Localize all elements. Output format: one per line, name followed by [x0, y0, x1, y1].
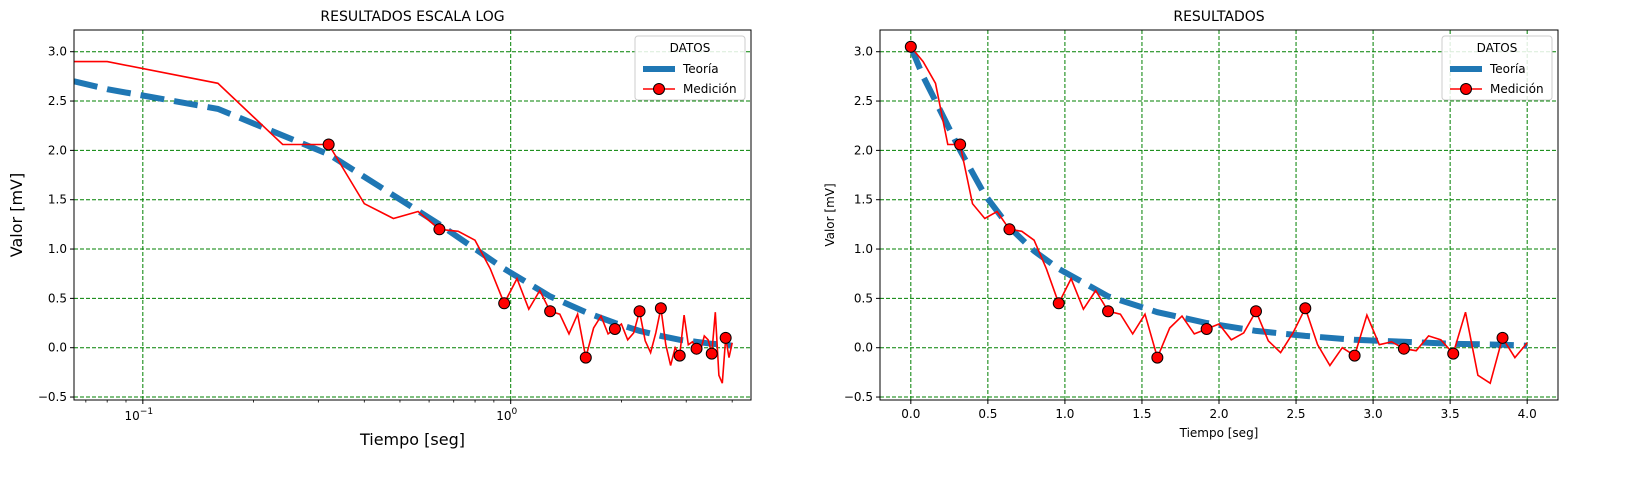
data-point: [1102, 305, 1115, 318]
x-tick-label: 0.5: [978, 407, 997, 421]
x-tick-label: 2.0: [1209, 407, 1228, 421]
x-tick-base: 10: [125, 409, 140, 423]
data-point: [690, 342, 703, 355]
legend-entry-label: Medición: [683, 82, 737, 96]
data-point: [1397, 342, 1410, 355]
legend: DATOS Teoría Medición: [1441, 35, 1553, 101]
legend: DATOS Teoría Medición: [634, 35, 746, 101]
data-point: [1200, 322, 1213, 335]
legend-box: [1441, 35, 1553, 101]
x-tick-label: 3.0: [1364, 407, 1383, 421]
legend-swatch-marker-medicion: [1460, 83, 1472, 95]
data-point: [1299, 302, 1312, 315]
x-tick-label: 2.5: [1286, 407, 1305, 421]
data-point: [1249, 305, 1262, 318]
y-tick-label: 2.0: [854, 143, 873, 157]
x-axis-label: Tiempo [seg]: [359, 430, 465, 449]
data-point: [1151, 351, 1164, 364]
y-tick-label: 0.0: [48, 341, 67, 355]
data-point: [579, 351, 592, 364]
legend-swatch-marker-medicion: [653, 83, 665, 95]
plot-area: [74, 60, 733, 384]
x-tick-label: 3.5: [1441, 407, 1460, 421]
x-tick-label: 100: [496, 407, 517, 423]
data-point: [1447, 347, 1460, 360]
y-axis-label: Valor [mV]: [823, 183, 837, 246]
x-tick-label: 1.5: [1132, 407, 1151, 421]
data-point: [544, 305, 557, 318]
data-point: [1348, 349, 1361, 362]
y-tick-label: 1.0: [854, 242, 873, 256]
plot-area: [904, 40, 1528, 385]
data-point: [1003, 223, 1016, 236]
y-tick-label: 0.5: [854, 291, 873, 305]
data-point: [498, 297, 511, 310]
chart-title: RESULTADOS ESCALA LOG: [320, 9, 504, 25]
legend-title: DATOS: [670, 41, 711, 55]
data-point: [654, 302, 667, 315]
y-tick-label: 3.0: [48, 45, 67, 59]
x-tick-exponent: 0: [511, 407, 517, 417]
x-tick-label: 0.0: [901, 407, 920, 421]
chart-title: RESULTADOS: [1173, 9, 1264, 25]
y-tick-label: −0.5: [844, 390, 873, 404]
legend-entry-label: Teoría: [1489, 62, 1526, 76]
chart-1: DATOS Teoría Medición: [876, 29, 1559, 404]
y-tick-label: 3.0: [854, 45, 873, 59]
data-point: [433, 223, 446, 236]
data-point: [673, 349, 686, 362]
data-point: [608, 322, 621, 335]
data-point: [1052, 297, 1065, 310]
x-tick-label: 4.0: [1518, 407, 1537, 421]
y-tick-label: 0.5: [48, 291, 67, 305]
y-tick-label: −0.5: [38, 390, 67, 404]
data-point: [719, 331, 732, 344]
y-tick-label: 1.5: [854, 193, 873, 207]
data-point: [1496, 331, 1509, 344]
x-tick-label: 1.0: [1055, 407, 1074, 421]
series-line-medicion: [74, 60, 733, 384]
y-tick-label: 2.0: [48, 143, 67, 157]
data-point: [954, 138, 967, 151]
y-tick-label: 2.5: [854, 94, 873, 108]
y-tick-label: 1.5: [48, 193, 67, 207]
data-point: [705, 347, 718, 360]
y-axis-label: Valor [mV]: [7, 173, 26, 257]
y-tick-label: 0.0: [854, 341, 873, 355]
y-tick-label: 1.0: [48, 242, 67, 256]
x-tick-label: 10−1: [125, 407, 154, 423]
legend-box: [634, 35, 746, 101]
data-point: [322, 138, 335, 151]
legend-entry-label: Medición: [1490, 82, 1544, 96]
x-tick-exponent: −1: [140, 407, 153, 417]
legend-entry-label: Teoría: [682, 62, 719, 76]
data-point: [904, 40, 917, 53]
y-tick-label: 2.5: [48, 94, 67, 108]
series-line-teoria: [74, 78, 733, 349]
legend-title: DATOS: [1477, 41, 1518, 55]
plot-frame: [73, 29, 752, 401]
data-point: [633, 305, 646, 318]
x-tick-base: 10: [496, 409, 511, 423]
x-axis-label: Tiempo [seg]: [1179, 426, 1259, 440]
plot-frame: [879, 29, 1559, 401]
